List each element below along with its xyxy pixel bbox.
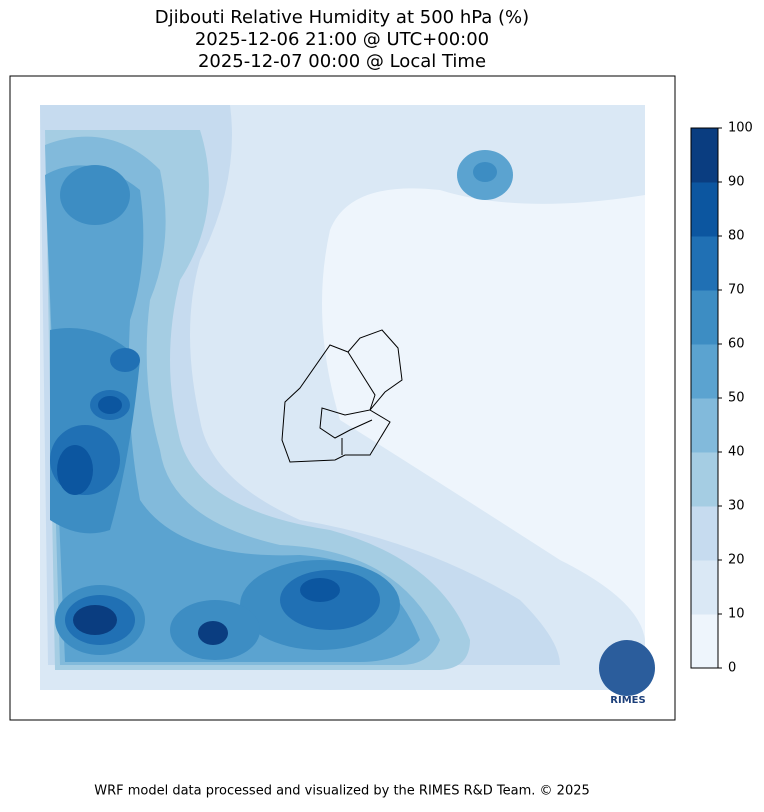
colorbar-tick-label: 90 — [728, 175, 745, 190]
contour — [110, 348, 140, 372]
colorbar-swatch — [691, 128, 718, 183]
country-borders — [281, 329, 403, 463]
title-line: 2025-12-07 00:00 @ Local Time — [198, 51, 486, 72]
contour — [60, 165, 130, 225]
colorbar-tick-label: 50 — [728, 391, 745, 406]
colorbar-tick-label: 60 — [728, 337, 745, 352]
contour — [73, 605, 117, 635]
logo-label: RIMES — [610, 695, 645, 706]
colorbar-swatch — [691, 236, 718, 291]
colorbar: 0 10 20 30 40 50 60 70 80 90 100 — [690, 121, 753, 676]
contour — [300, 578, 340, 602]
colorbar-swatch — [691, 344, 718, 399]
colorbar-tick-label: 70 — [728, 283, 745, 298]
contour — [198, 621, 228, 645]
border — [319, 351, 376, 439]
contours — [40, 105, 645, 690]
colorbar-tick-label: 0 — [728, 661, 736, 676]
title-line: 2025-12-06 21:00 @ UTC+00:00 — [195, 29, 489, 50]
logo: RIMES — [599, 640, 655, 706]
colorbar-swatch — [691, 506, 718, 561]
colorbar-tick-label: 10 — [728, 607, 745, 622]
colorbar-swatch — [691, 398, 718, 453]
colorbar-swatch — [691, 182, 718, 237]
colorbar-tick-label: 100 — [728, 121, 753, 136]
map-frame — [9, 75, 676, 721]
colorbar-swatch — [691, 290, 718, 345]
colorbar-tick-label: 40 — [728, 445, 745, 460]
colorbar-tick-label: 20 — [728, 553, 745, 568]
contour — [98, 396, 122, 414]
title-line: Djibouti Relative Humidity at 500 hPa (%… — [155, 7, 529, 28]
contour — [473, 162, 497, 182]
colorbar-swatch — [691, 614, 718, 669]
contour — [45, 165, 420, 662]
logo-emblem — [599, 640, 655, 696]
colorbar-swatch — [691, 452, 718, 507]
contour — [57, 445, 93, 495]
colorbar-tick-label: 80 — [728, 229, 745, 244]
footer: WRF model data processed and visualized … — [94, 784, 590, 799]
colorbar-tick-label: 30 — [728, 499, 745, 514]
colorbar-swatch — [691, 560, 718, 615]
